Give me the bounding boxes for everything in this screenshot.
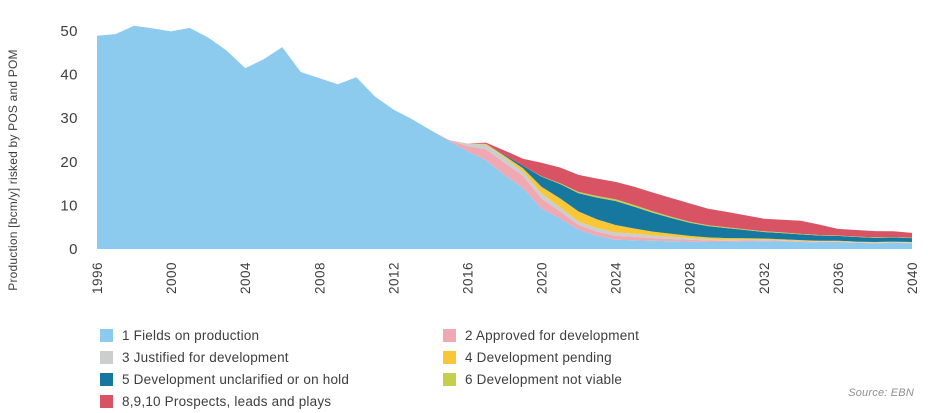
legend-swatch-icon: [443, 372, 456, 386]
x-axis-tick-label: 2000: [164, 262, 179, 294]
y-axis-tick-label: 0: [69, 241, 78, 258]
legend-item: 1 Fields on production: [100, 324, 349, 346]
legend-label: 2 Approved for development: [465, 327, 640, 343]
area-series-1: [97, 25, 912, 249]
stacked-area-chart: 0 10 20 30 40 50 1996 2000 2004 2008 2012 2016 2020 2…: [6, 23, 920, 294]
legend-column-right: 2 Approved for development 4 Development …: [443, 324, 639, 390]
legend-swatch-icon: [443, 350, 456, 364]
y-axis-tick-label: 30: [60, 110, 78, 127]
legend-label: 4 Development pending: [465, 349, 612, 365]
legend-swatch-icon: [443, 328, 456, 342]
legend-item: 8,9,10 Prospects, leads and plays: [100, 390, 349, 412]
y-axis-tick-label: 50: [60, 23, 78, 40]
legend-swatch-icon: [100, 328, 113, 342]
x-axis-tick-label: 2032: [757, 262, 772, 294]
x-axis-tick-label: 2036: [831, 262, 846, 294]
legend-swatch-icon: [100, 372, 113, 386]
legend-item: 2 Approved for development: [443, 324, 639, 346]
x-axis-tick-label: 2024: [609, 262, 624, 294]
x-axis-tick-label: 2008: [312, 262, 327, 294]
x-axis-tick-label: 2012: [386, 262, 401, 294]
y-axis-tick-label: 20: [60, 154, 78, 171]
legend-label: 8,9,10 Prospects, leads and plays: [122, 393, 332, 409]
legend-label: 3 Justified for development: [122, 349, 289, 365]
legend-item: 3 Justified for development: [100, 346, 349, 368]
x-axis-tick-label: 1996: [90, 262, 105, 294]
x-axis-tick-label: 2020: [535, 262, 550, 294]
source-note: Source: EBN: [848, 387, 914, 399]
legend-label: 1 Fields on production: [122, 327, 260, 343]
x-axis-tick-label: 2004: [238, 262, 253, 294]
legend-label: 5 Development unclarified or on hold: [122, 371, 350, 387]
legend-column-left: 1 Fields on production 3 Justified for de…: [100, 324, 349, 412]
legend-swatch-icon: [100, 350, 113, 364]
x-axis-tick-label: 2028: [683, 262, 698, 294]
legend-item: 6 Development not viable: [443, 368, 639, 390]
legend-item: 4 Development pending: [443, 346, 639, 368]
legend-swatch-icon: [100, 394, 113, 408]
x-axis-tick-label: 2016: [460, 262, 475, 294]
legend-item: 5 Development unclarified or on hold: [100, 368, 349, 390]
y-axis-tick-label: 40: [60, 67, 78, 84]
legend-label: 6 Development not viable: [465, 371, 623, 387]
x-axis-tick-label: 2040: [905, 262, 920, 294]
y-axis-title: Production [bcm/y] risked by POS and POM: [6, 49, 20, 290]
y-axis-tick-label: 10: [60, 197, 78, 214]
